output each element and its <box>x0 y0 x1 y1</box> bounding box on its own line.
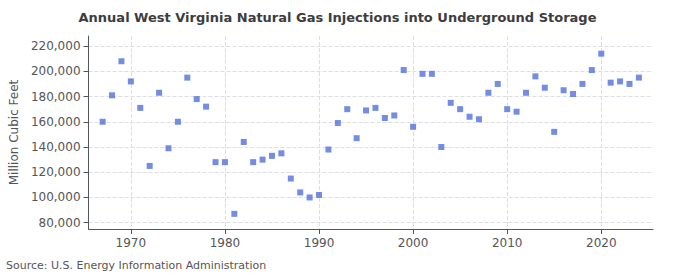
svg-text:100,000: 100,000 <box>31 190 81 204</box>
svg-text:2000: 2000 <box>398 236 429 250</box>
svg-text:140,000: 140,000 <box>31 140 81 154</box>
svg-text:120,000: 120,000 <box>31 165 81 179</box>
svg-text:220,000: 220,000 <box>31 39 81 53</box>
svg-text:Million Cubic Feet: Million Cubic Feet <box>7 79 21 185</box>
svg-text:1990: 1990 <box>304 236 335 250</box>
svg-text:1980: 1980 <box>210 236 241 250</box>
svg-text:2020: 2020 <box>586 236 617 250</box>
svg-text:Source: U.S. Energy Informatio: Source: U.S. Energy Information Administ… <box>6 259 266 272</box>
svg-text:200,000: 200,000 <box>31 64 81 78</box>
svg-text:180,000: 180,000 <box>31 90 81 104</box>
svg-text:2010: 2010 <box>492 236 523 250</box>
svg-text:80,000: 80,000 <box>39 216 81 230</box>
svg-text:Annual West Virginia Natural G: Annual West Virginia Natural Gas Injecti… <box>79 10 597 25</box>
svg-text:160,000: 160,000 <box>31 115 81 129</box>
svg-text:1970: 1970 <box>116 236 147 250</box>
